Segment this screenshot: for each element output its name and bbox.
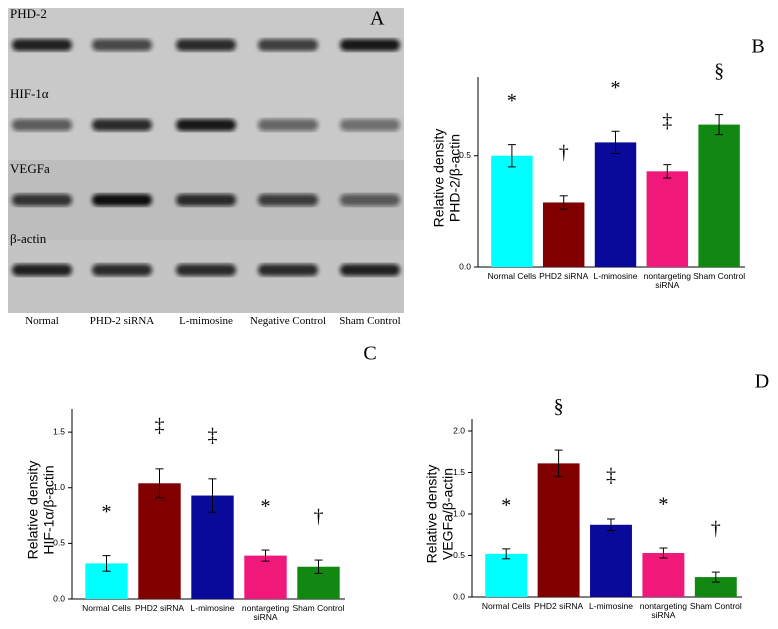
x-tick-label: nontargeting siRNA	[643, 271, 691, 290]
bar	[694, 577, 737, 597]
x-tick-label: Normal Cells	[481, 601, 531, 611]
y-axis-label: VEGFa/β-actin	[440, 468, 456, 560]
blot-band	[340, 39, 400, 51]
blot-strip	[8, 240, 404, 313]
y-tick-label: 1.0	[53, 482, 65, 492]
x-tick-label: Sham Control	[292, 603, 345, 613]
bar	[485, 553, 528, 597]
lane-label: Normal	[25, 315, 59, 327]
bar	[542, 202, 585, 267]
blot-band	[92, 194, 152, 206]
annotation: *	[507, 90, 517, 112]
blot-band	[92, 39, 152, 51]
blot-row-label: β-actin	[10, 231, 47, 246]
lane-label: Sham Control	[339, 315, 401, 327]
blot-row-label: VEGFa	[10, 161, 50, 176]
annotation: *	[261, 496, 271, 518]
y-tick-label: 1.5	[453, 467, 465, 477]
blot-band	[176, 119, 236, 131]
bar	[590, 524, 632, 597]
blot-band	[340, 264, 400, 276]
y-tick-label: 0.5	[453, 550, 465, 560]
y-axis-label: Relative density	[431, 129, 447, 228]
y-tick-label: 0.0	[459, 261, 471, 271]
blot-band	[258, 119, 318, 131]
annotation: §	[714, 60, 724, 82]
bar	[646, 171, 689, 267]
x-tick-label: Sham Control	[693, 271, 746, 281]
x-tick-label: nontargeting siRNA	[241, 603, 290, 622]
blot-band	[92, 264, 152, 276]
annotation: ‡	[208, 424, 218, 446]
annotation: ‡	[606, 465, 616, 487]
blot-row-label: HIF-1α	[10, 86, 49, 101]
y-tick-label: 0.0	[453, 591, 465, 601]
x-tick-label: Normal Cells	[82, 603, 131, 613]
bar	[537, 463, 580, 597]
blot-row-label: PHD-2	[10, 6, 47, 21]
annotation: *	[501, 494, 511, 516]
y-tick-label: 2.0	[453, 425, 465, 435]
panel-label: D	[755, 371, 769, 393]
blot-band	[258, 264, 318, 276]
y-tick-label: 1.0	[453, 508, 465, 518]
x-tick-label: L-mimosine	[593, 271, 638, 281]
annotation: ‡	[662, 110, 672, 132]
y-axis-label: Relative density	[424, 465, 440, 564]
bar	[698, 124, 740, 267]
annotation: ‡	[155, 414, 165, 436]
annotation: *	[102, 501, 112, 523]
x-tick-label: L-mimosine	[589, 601, 633, 611]
blot-band	[340, 119, 400, 131]
bar	[491, 155, 533, 267]
x-tick-label: Sham Control	[689, 601, 742, 611]
lane-label: L-mimosine	[179, 315, 233, 327]
lane-label: PHD-2 siRNA	[89, 315, 155, 327]
blot-band	[258, 39, 318, 51]
x-tick-label: nontargeting siRNA	[639, 601, 688, 620]
y-tick-label: 0.5	[53, 538, 65, 548]
annotation: *	[611, 77, 621, 99]
bar	[191, 495, 234, 599]
panel-label: A	[370, 8, 385, 30]
blot-band	[258, 194, 318, 206]
blot-band	[176, 264, 236, 276]
blot-band	[176, 194, 236, 206]
bar	[642, 553, 685, 597]
blot-band	[176, 39, 236, 51]
x-tick-label: PHD2 siRNA	[534, 601, 584, 611]
x-tick-label: PHD2 siRNA	[134, 603, 185, 613]
blot-band	[12, 264, 72, 276]
annotation: *	[658, 494, 668, 516]
y-axis-label: PHD-2/β-actin	[447, 134, 463, 222]
blot-band	[12, 39, 72, 51]
y-axis-label: Relative density	[25, 461, 41, 560]
x-tick-label: Normal Cells	[487, 271, 537, 281]
bar	[244, 555, 287, 599]
blot-band	[340, 194, 400, 206]
y-tick-label: 0.0	[53, 593, 65, 603]
blot-band	[12, 119, 72, 131]
annotation: †	[559, 141, 569, 163]
lane-label: Negative Control	[249, 315, 327, 327]
y-tick-label: 0.5	[459, 150, 471, 160]
annotation: †	[314, 506, 324, 528]
blot-band	[92, 119, 152, 131]
x-tick-label: L-mimosine	[190, 603, 235, 613]
panel-label: B	[751, 36, 764, 58]
annotation: §	[554, 396, 564, 418]
bar	[594, 142, 637, 267]
annotation: †	[711, 518, 721, 540]
bar	[138, 483, 181, 599]
blot-band	[12, 194, 72, 206]
y-tick-label: 1.5	[53, 426, 65, 436]
x-tick-label: PHD2 siRNA	[539, 271, 589, 281]
y-axis-label: HIF-1α/β-actin	[41, 465, 57, 554]
panel-label: C	[363, 343, 376, 365]
